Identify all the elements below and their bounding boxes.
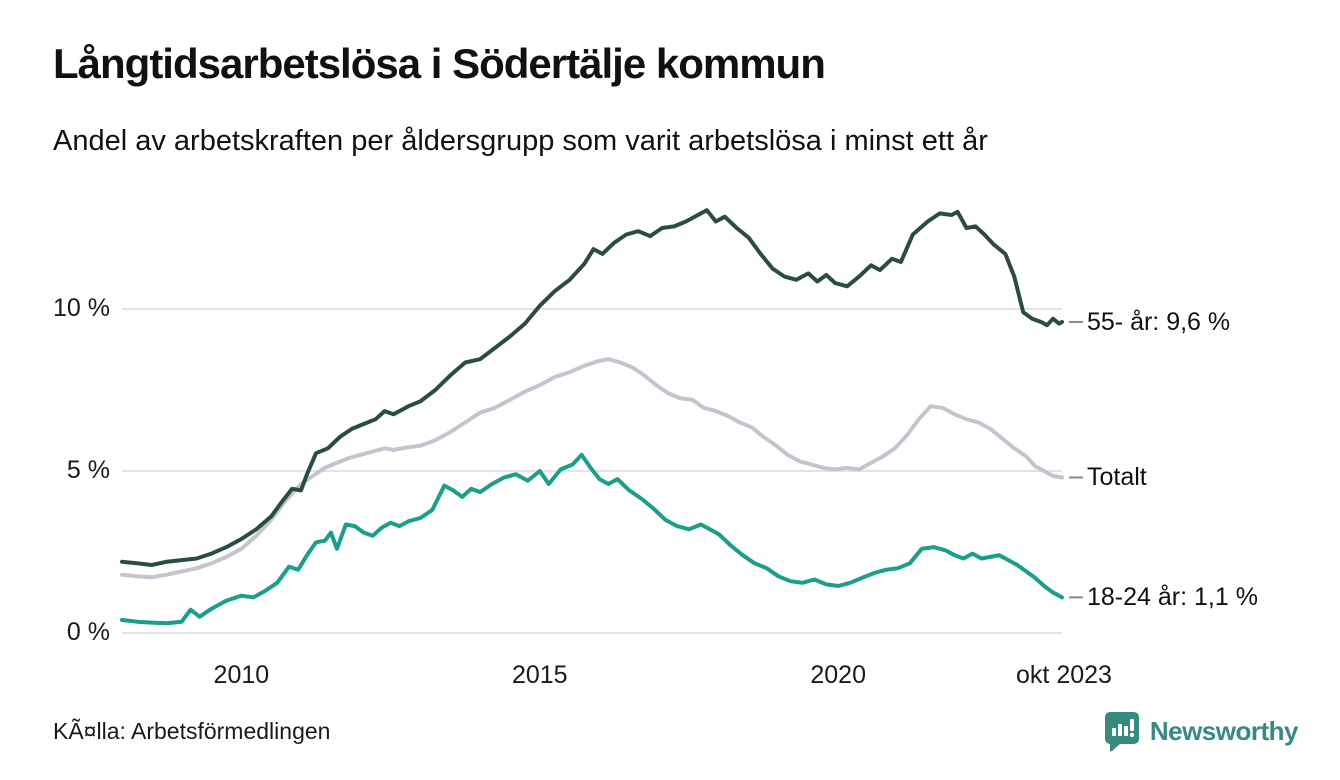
end-label-18-24-ar: 18-24 år: 1,1 %: [1087, 583, 1258, 612]
page-title: Långtidsarbetslösa i Södertälje kommun: [53, 40, 826, 87]
source-note: KÃ¤lla: Arbetsförmedlingen: [53, 718, 331, 744]
x-tick-label-okt-2023: okt 2023: [1016, 661, 1112, 689]
y-tick-label-5: 5 %: [66, 456, 110, 484]
x-tick-label-2020: 2020: [810, 661, 866, 689]
y-tick-label-0: 0 %: [66, 618, 110, 646]
series-line-18-24år: [120, 452, 1064, 626]
end-label-totalt: Totalt: [1087, 463, 1147, 492]
x-tick-label-2010: 2010: [213, 661, 270, 689]
end-label-55-ar: 55- år: 9,6 %: [1087, 307, 1231, 336]
x-tick-label-2015: 2015: [511, 661, 568, 689]
page-subtitle: Andel av arbetskraften per åldersgrupp s…: [53, 125, 988, 157]
brand-name: Newsworthy: [1149, 715, 1299, 746]
y-tick-label-10: 10 %: [53, 294, 110, 322]
brand-logo: Newsworthy: [1103, 710, 1299, 752]
newsworthy-icon: [1104, 712, 1139, 752]
series-line-55-år: [120, 208, 1064, 567]
